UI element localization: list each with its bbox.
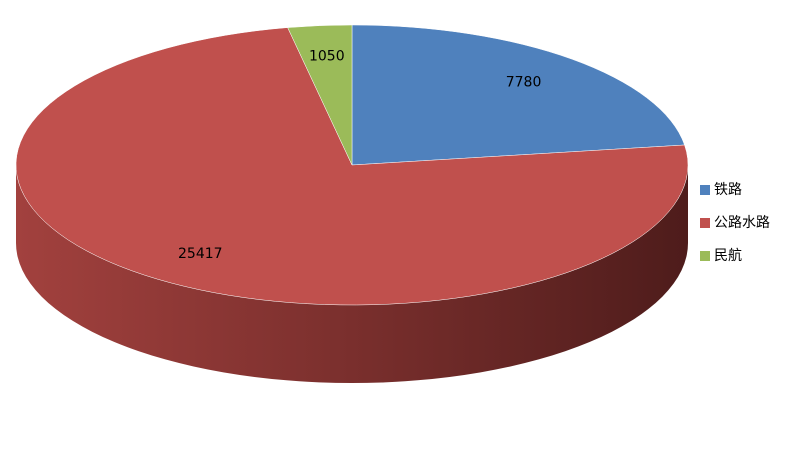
data-label: 7780	[506, 74, 542, 90]
pie: 7780 25417 1050	[15, 24, 689, 383]
legend-label: 铁路	[714, 182, 742, 198]
legend-swatch	[700, 251, 710, 261]
pie-side	[16, 165, 688, 383]
legend-label: 民航	[714, 248, 742, 264]
legend-swatch	[700, 218, 710, 228]
pie-slice	[15, 27, 689, 306]
pie-slice	[287, 24, 353, 166]
data-label: 25417	[178, 246, 223, 262]
legend-label: 公路水路	[714, 215, 770, 231]
legend-swatch	[700, 185, 710, 195]
pie-slice	[351, 24, 685, 166]
data-label: 1050	[309, 48, 345, 64]
